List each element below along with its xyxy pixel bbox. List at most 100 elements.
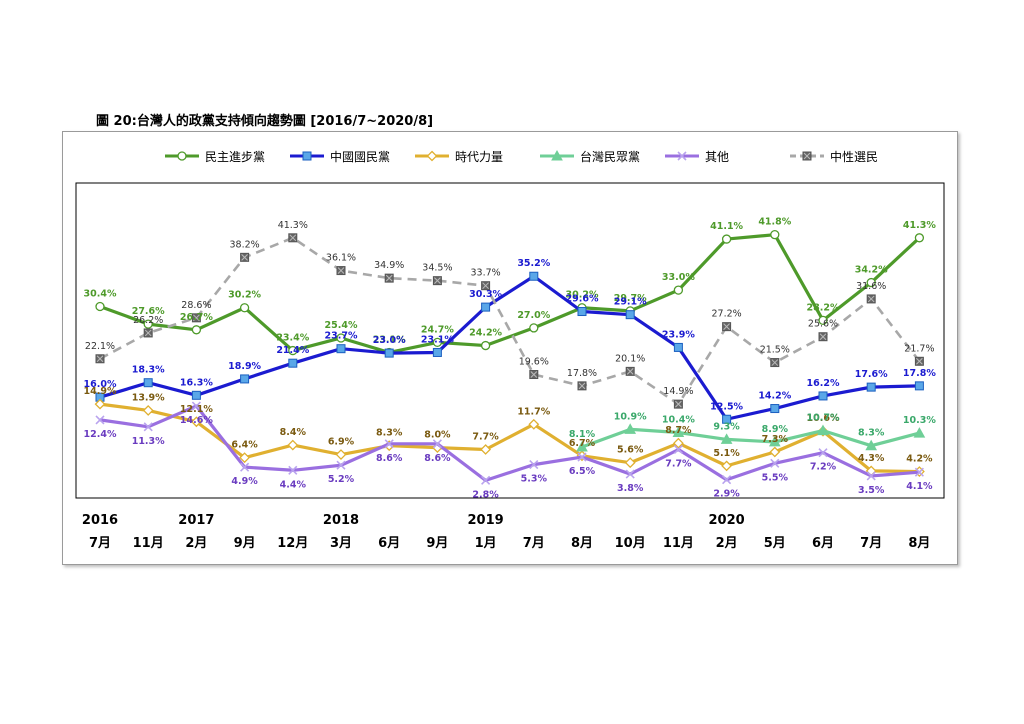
series-2-point-12 xyxy=(672,437,684,449)
data-label-s5-5: 36.1% xyxy=(326,253,356,264)
series-4-point-13 xyxy=(722,475,732,485)
data-label-s0-11: 29.7% xyxy=(614,293,647,304)
series-4-point-1 xyxy=(143,422,153,432)
series-4-point-16 xyxy=(866,471,876,481)
legend-label-5: 中性選民 xyxy=(830,149,878,164)
data-label-s1-13: 12.5% xyxy=(710,401,743,412)
data-label-s5-15: 25.6% xyxy=(808,319,838,330)
chart-title: 圖 20:台灣人的政黨支持傾向趨勢圖 [2016/7~2020/8] xyxy=(96,114,434,129)
data-label-s5-2: 28.6% xyxy=(181,300,211,311)
data-label-s2-3: 6.4% xyxy=(231,440,258,451)
data-label-s0-5: 25.4% xyxy=(325,320,358,331)
series-4-point-6 xyxy=(384,439,394,449)
chart-frame xyxy=(62,131,958,565)
series-2-point-11 xyxy=(624,457,636,469)
series-1-point-7 xyxy=(432,347,442,357)
data-label-s2-11: 5.6% xyxy=(617,445,644,456)
series-5-point-3-cross xyxy=(241,253,248,261)
data-label-s3-12: 10.4% xyxy=(662,414,695,425)
series-3-point-11 xyxy=(624,423,637,434)
legend-marker-4 xyxy=(677,151,687,161)
data-label-s4-13: 2.9% xyxy=(713,489,740,500)
series-5-point-17-cross xyxy=(916,357,923,365)
month-label-15: 6月 xyxy=(812,536,834,551)
data-label-s4-17: 4.1% xyxy=(906,481,933,492)
data-label-s4-6: 8.6% xyxy=(376,453,403,464)
series-5-point-1-cross xyxy=(144,329,152,337)
series-5-point-6-cross xyxy=(385,274,393,282)
data-label-s2-6: 8.3% xyxy=(376,428,403,439)
data-label-s2-13: 5.1% xyxy=(713,448,740,459)
data-label-s0-14: 41.8% xyxy=(758,217,791,228)
month-label-16: 7月 xyxy=(860,536,882,551)
month-label-5: 3月 xyxy=(330,536,352,551)
series-1-point-13 xyxy=(722,414,732,424)
month-label-13: 2月 xyxy=(716,536,738,551)
series-5-point-7-cross xyxy=(434,277,441,285)
series-4-point-9 xyxy=(529,460,539,470)
series-3-point-16 xyxy=(865,439,878,451)
plot-area xyxy=(75,182,945,499)
series-5-point-2-cross xyxy=(193,314,200,322)
data-label-s1-7: 23.1% xyxy=(421,334,454,345)
legend-marker-5-cross xyxy=(803,152,811,160)
data-label-s0-17: 41.3% xyxy=(903,220,936,231)
data-label-s3-16: 8.3% xyxy=(858,428,885,439)
data-label-s1-16: 17.6% xyxy=(855,369,888,380)
series-5-point-13-cross xyxy=(723,323,730,330)
legend-label-3: 台灣民眾黨 xyxy=(580,149,640,164)
month-label-2: 2月 xyxy=(185,536,207,551)
data-label-s2-9: 11.7% xyxy=(517,406,550,417)
data-label-s2-8: 7.7% xyxy=(472,431,499,442)
data-label-s4-2: 14.6% xyxy=(180,415,213,426)
series-1-point-2 xyxy=(191,390,201,400)
series-2-point-9 xyxy=(528,418,540,430)
data-label-s5-11: 20.1% xyxy=(615,353,645,364)
series-2-point-8 xyxy=(480,444,492,455)
series-1-point-6 xyxy=(384,348,394,358)
month-label-4: 12月 xyxy=(277,536,308,551)
series-1-point-9 xyxy=(529,271,539,281)
series-2-point-5 xyxy=(335,449,347,460)
series-4-point-7 xyxy=(432,439,442,449)
data-label-s1-15: 16.2% xyxy=(807,378,840,389)
data-label-s4-11: 3.8% xyxy=(617,483,644,494)
data-label-s5-4: 41.3% xyxy=(278,220,308,231)
month-label-0: 7月 xyxy=(89,536,111,551)
legend-marker-3 xyxy=(551,149,563,161)
month-label-17: 8月 xyxy=(908,536,930,551)
data-label-s3-11: 10.9% xyxy=(614,411,647,422)
data-label-s1-17: 17.8% xyxy=(903,368,936,379)
data-label-s0-16: 34.2% xyxy=(855,265,888,276)
data-label-s4-12: 7.7% xyxy=(665,458,692,469)
series-5-point-15-cross xyxy=(819,333,827,341)
series-4-point-2 xyxy=(191,401,201,411)
data-label-s0-1: 27.6% xyxy=(132,306,165,317)
data-label-s2-2: 12.1% xyxy=(180,404,213,415)
data-label-s1-12: 23.9% xyxy=(662,329,695,340)
series-5-point-9-cross xyxy=(530,371,538,378)
series-0-point-2 xyxy=(191,325,202,335)
series-4-point-5 xyxy=(336,460,346,470)
data-label-s4-4: 4.4% xyxy=(280,479,307,490)
series-5-point-4-cross xyxy=(289,234,297,242)
data-label-s3-17: 10.3% xyxy=(903,415,936,426)
series-2-point-14 xyxy=(769,446,781,458)
series-0-point-12 xyxy=(673,285,684,295)
data-label-s4-9: 5.3% xyxy=(521,474,548,485)
data-label-s1-11: 29.1% xyxy=(614,297,647,308)
data-label-s2-5: 6.9% xyxy=(328,437,355,448)
data-label-s1-10: 29.6% xyxy=(566,294,599,305)
series-0-point-1 xyxy=(143,319,153,329)
legend-marker-0 xyxy=(177,151,187,161)
data-label-s3-14: 8.9% xyxy=(762,424,789,435)
data-label-s0-8: 24.2% xyxy=(469,328,502,339)
series-0-point-14 xyxy=(770,230,780,240)
data-label-s2-14: 7.3% xyxy=(762,434,789,445)
series-3-point-14 xyxy=(768,435,781,447)
data-label-s1-14: 14.2% xyxy=(758,391,791,402)
data-label-s0-13: 41.1% xyxy=(710,221,743,232)
data-label-s2-10: 6.7% xyxy=(569,438,596,449)
data-label-s5-6: 34.9% xyxy=(374,260,404,271)
data-label-s1-8: 30.3% xyxy=(469,289,502,300)
